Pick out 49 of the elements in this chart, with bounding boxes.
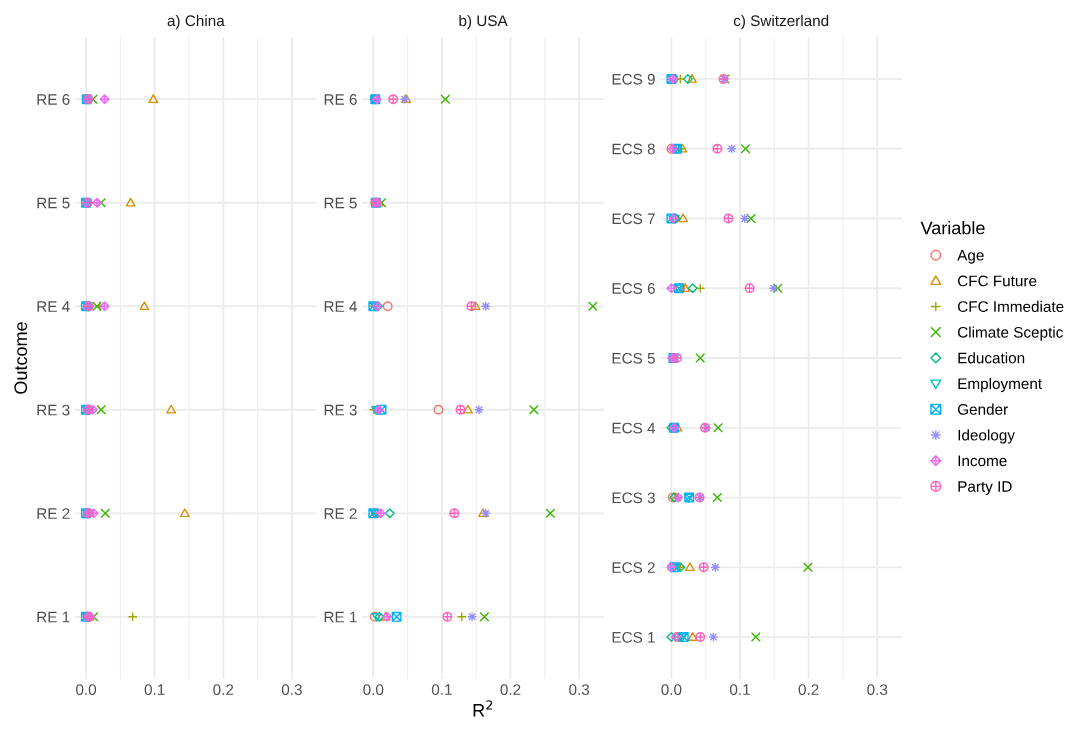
y-tick-label: RE 3 bbox=[37, 404, 70, 416]
x-tick-label: 0.2 bbox=[500, 684, 521, 696]
legend-label: CFC Immediate bbox=[957, 300, 1064, 313]
y-tick-label: ECS 2 bbox=[612, 562, 655, 573]
y-tick-label: ECS 6 bbox=[612, 283, 655, 294]
legend-label: Gender bbox=[957, 403, 1008, 415]
x-tick-label: 0.1 bbox=[431, 684, 452, 696]
x-tick-label: 0.1 bbox=[729, 684, 750, 696]
legend-label: Age bbox=[957, 249, 984, 264]
chart-title: a) China bbox=[167, 14, 225, 30]
y-tick-label: RE 1 bbox=[37, 611, 70, 623]
x-tick-label: 0.0 bbox=[76, 684, 97, 696]
y-tick-label: RE 5 bbox=[324, 197, 357, 209]
x-tick-label: 0.0 bbox=[363, 684, 384, 696]
y-tick-label: RE 4 bbox=[324, 301, 357, 312]
x-tick-label: 0.2 bbox=[798, 684, 819, 696]
y-tick-label: RE 4 bbox=[37, 301, 70, 312]
y-axis-title: Outcome bbox=[14, 322, 28, 394]
y-tick-label: RE 3 bbox=[324, 404, 357, 416]
x-tick-label: 0.1 bbox=[144, 684, 165, 696]
legend-label: Employment bbox=[958, 377, 1042, 393]
y-tick-label: ECS 4 bbox=[612, 422, 656, 434]
legend-title: Variable bbox=[920, 221, 985, 235]
x-axis-title: R$^{2}$ bbox=[473, 700, 493, 717]
chart-title: c) Switzerland bbox=[733, 14, 829, 30]
y-tick-label: RE 6 bbox=[324, 94, 357, 105]
x-tick-label: 0.3 bbox=[569, 684, 590, 696]
y-tick-label: ECS 5 bbox=[612, 352, 655, 364]
y-tick-label: ECS 7 bbox=[612, 213, 655, 225]
x-tick-label: 0.3 bbox=[867, 684, 888, 696]
y-tick-label: RE 5 bbox=[37, 197, 70, 209]
legend-label: Income bbox=[958, 455, 1007, 467]
y-tick-label: RE 2 bbox=[37, 508, 70, 519]
x-tick-label: 0.2 bbox=[213, 684, 234, 696]
y-tick-label: ECS 3 bbox=[612, 492, 655, 504]
y-tick-label: ECS 8 bbox=[612, 143, 655, 155]
y-tick-label: ECS 1 bbox=[612, 631, 655, 643]
y-tick-label: RE 1 bbox=[324, 611, 357, 623]
legend-label: CFC Future bbox=[957, 275, 1037, 287]
x-tick-label: 0.0 bbox=[661, 684, 682, 696]
y-tick-label: RE 6 bbox=[37, 94, 70, 105]
legend-label: Education bbox=[958, 352, 1025, 364]
y-tick-label: RE 2 bbox=[324, 508, 357, 519]
legend-label: Ideology bbox=[958, 429, 1015, 444]
y-tick-label: ECS 9 bbox=[612, 73, 655, 85]
chart-title: b) USA bbox=[459, 14, 508, 30]
x-tick-label: 0.3 bbox=[281, 684, 302, 696]
legend-label: Party ID bbox=[958, 481, 1012, 495]
legend-label: Climate Sceptic bbox=[957, 326, 1063, 341]
